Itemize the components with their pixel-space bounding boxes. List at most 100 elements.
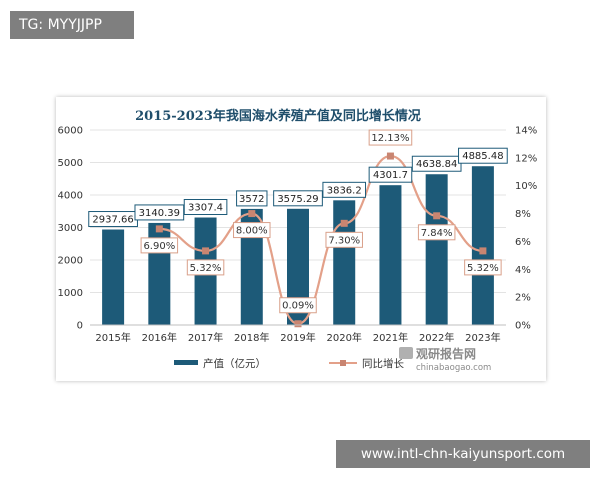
y-right-tick-label: 12% (515, 153, 537, 164)
bar (471, 166, 494, 325)
growth-rate-text: 7.84% (421, 228, 453, 239)
x-tick-label: 2021年 (373, 331, 408, 344)
x-tick-label: 2022年 (419, 331, 454, 344)
site-url-badge: www.intl-chn-kaiyunsport.com (336, 440, 590, 468)
chart-title: 2015-2023年我国海水养殖产值及同比增长情况 (135, 108, 421, 124)
growth-rate-text: 0.09% (282, 301, 314, 312)
bar-value-label: 3307.4 (183, 199, 228, 216)
legend-bar-swatch (174, 360, 198, 365)
bar-value-text: 4885.48 (462, 151, 503, 162)
x-tick-label: 2015年 (95, 331, 130, 344)
y-left-tick-label: 5000 (58, 158, 83, 169)
legend-line-label: 同比增长 (362, 357, 404, 370)
y-right-tick-label: 8% (515, 209, 531, 220)
growth-point (155, 225, 163, 233)
bar (379, 185, 402, 325)
bar-value-label: 4638.84 (411, 155, 462, 172)
growth-rate-box (325, 231, 363, 248)
bar-value-label: 4301.7 (368, 166, 413, 183)
bar-value-text: 3307.4 (188, 203, 223, 214)
bar-value-text: 4301.7 (373, 170, 408, 181)
growth-rate-text: 8.00% (236, 226, 268, 237)
bar (333, 200, 356, 325)
chart-container: 2015-2023年我国海水养殖产值及同比增长情况 0 1000 2000 3000 4… (56, 97, 546, 381)
growth-point (202, 247, 210, 255)
growth-rate-label: 6.90% (140, 237, 179, 254)
bar (287, 208, 309, 325)
axes: 0 1000 2000 3000 4000 5000 6000 0% 2% 4% 6% 8% 10% 12… (58, 126, 538, 345)
growth-rate-text: 12.13% (371, 133, 409, 144)
growth-rate-box (186, 259, 225, 276)
bar-value-label: 4885.48 (458, 147, 508, 164)
bar (425, 174, 448, 325)
bar-value-box (322, 181, 367, 198)
bar-value-box (411, 155, 462, 172)
channel-tag-badge: TG: MYYJJPP (10, 11, 134, 39)
bar-value-box (236, 190, 268, 207)
growth-rate-text: 6.90% (143, 241, 175, 252)
growth-rate-label: 5.32% (464, 259, 502, 276)
x-tick-label: 2023年 (465, 331, 500, 344)
y-left-tick-label: 2000 (58, 256, 83, 267)
y-right-tick-label: 0% (515, 321, 531, 332)
growth-rate-box (464, 259, 502, 276)
x-tick-label: 2020年 (326, 331, 361, 344)
growth-point (248, 210, 256, 218)
growth-point (386, 152, 394, 160)
legend: 产值（亿元） 同比增长 (174, 357, 404, 370)
y-left-tick-label: 6000 (58, 126, 83, 137)
watermark: 观研报告网 chinabaogao.com (399, 346, 491, 373)
bar-value-box (273, 190, 323, 207)
growth-point (294, 320, 302, 328)
bar-value-box (368, 166, 413, 183)
legend-line-marker (340, 360, 346, 366)
growth-rate-box (417, 224, 456, 241)
growth-rate-box (279, 297, 317, 314)
combo-chart: 2015-2023年我国海水养殖产值及同比增长情况 0 1000 2000 3000 4… (58, 108, 538, 373)
x-tick-label: 2018年 (234, 331, 269, 344)
y-right-tick-label: 6% (515, 237, 531, 248)
bar-value-box (134, 204, 185, 221)
growth-rate-label: 12.13% (368, 129, 413, 146)
y-right-tick-label: 14% (515, 126, 537, 137)
bar-value-label: 3575.29 (273, 190, 323, 207)
data-labels: 2937.66 3140.39 3307.4 3572 3575.29 3836.2 430… (88, 129, 508, 314)
y-right-tick-label: 2% (515, 293, 531, 304)
bar-value-label: 2937.66 (88, 211, 138, 228)
bar-value-text: 3572 (239, 194, 264, 205)
x-tick-label: 2017年 (188, 331, 223, 344)
growth-rate-label: 8.00% (233, 222, 271, 239)
legend-bar-label: 产值（亿元） (203, 357, 266, 370)
growth-rate-box (140, 237, 179, 254)
bar-value-box (183, 199, 228, 216)
bar-value-text: 3836.2 (327, 185, 362, 196)
growth-rate-text: 7.30% (328, 235, 360, 246)
y-left-tick-label: 3000 (58, 223, 83, 234)
watermark-logo-icon (399, 347, 413, 359)
growth-line-series (155, 152, 487, 328)
y-right-tick-label: 4% (515, 265, 531, 276)
growth-point (479, 247, 487, 255)
bar-value-box (458, 147, 508, 164)
growth-rate-box (233, 222, 271, 239)
growth-rate-text: 5.32% (467, 263, 499, 274)
growth-point (340, 219, 348, 227)
bar-value-text: 3575.29 (277, 194, 318, 205)
growth-rate-box (368, 129, 413, 146)
bar (102, 229, 125, 325)
x-tick-label: 2016年 (142, 331, 177, 344)
bar-value-text: 4638.84 (416, 159, 457, 170)
bar-value-label: 3572 (236, 190, 268, 207)
y-right-tick-label: 10% (515, 181, 537, 192)
y-left-tick-label: 4000 (58, 191, 83, 202)
x-tick-label: 2019年 (280, 331, 315, 344)
growth-rate-label: 5.32% (186, 259, 225, 276)
watermark-brand: 观研报告网 (416, 346, 476, 361)
y-left-tick-label: 1000 (58, 288, 83, 299)
y-left-tick-label: 0 (77, 321, 83, 332)
growth-line (159, 154, 483, 325)
growth-rate-label: 7.30% (325, 231, 363, 248)
bar-value-text: 3140.39 (139, 208, 180, 219)
growth-rate-label: 7.84% (417, 224, 456, 241)
watermark-domain: chinabaogao.com (416, 363, 491, 373)
